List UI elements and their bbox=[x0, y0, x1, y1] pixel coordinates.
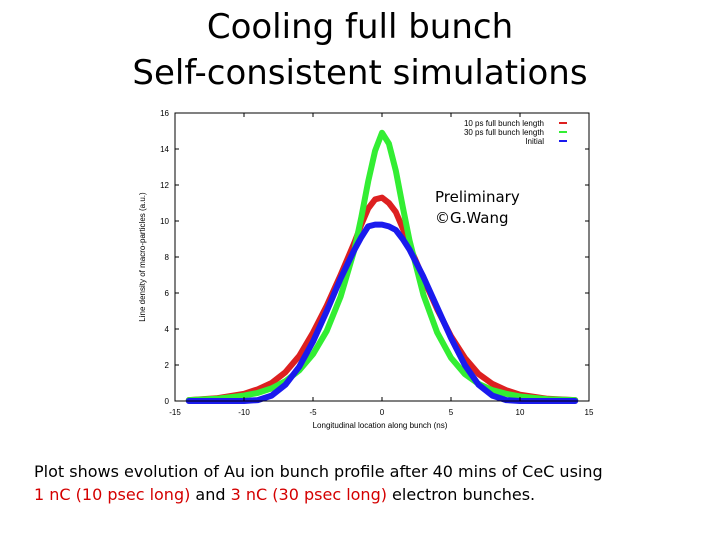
watermark-author: ©G.Wang bbox=[435, 209, 508, 227]
watermark-preliminary: Preliminary bbox=[435, 188, 520, 206]
series-line-3 bbox=[189, 225, 575, 401]
y-tick-label: 10 bbox=[160, 217, 169, 226]
y-axis-label: Line density of macro-particles (a.u.) bbox=[138, 192, 147, 322]
x-axis-label: Longitudinal location along bunch (ns) bbox=[313, 421, 448, 430]
legend-label-2: 30 ps full bunch length bbox=[464, 128, 544, 137]
y-tick-label: 8 bbox=[165, 253, 170, 262]
caption-line-1: Plot shows evolution of Au ion bunch pro… bbox=[34, 460, 694, 483]
x-tick-label: -15 bbox=[169, 408, 181, 417]
x-tick-label: 15 bbox=[585, 408, 594, 417]
y-tick-label: 6 bbox=[165, 289, 170, 298]
caption-10ps-text: 1 nC (10 psec long) bbox=[34, 485, 190, 504]
caption-30ps-text: 3 nC (30 psec long) bbox=[231, 485, 387, 504]
legend-label-3: Initial bbox=[525, 137, 544, 146]
series-line-2 bbox=[189, 133, 575, 400]
x-tick-label: 0 bbox=[380, 408, 385, 417]
legend-label-1: 10 ps full bunch length bbox=[464, 119, 544, 128]
series-line-1 bbox=[189, 198, 575, 401]
x-tick-label: 5 bbox=[449, 408, 454, 417]
y-tick-label: 4 bbox=[165, 325, 170, 334]
y-tick-label: 2 bbox=[165, 361, 170, 370]
y-tick-label: 14 bbox=[160, 145, 169, 154]
caption-line-2: 1 nC (10 psec long) and 3 nC (30 psec lo… bbox=[34, 483, 694, 506]
plot-frame bbox=[175, 113, 589, 401]
caption-and-text: and bbox=[190, 485, 230, 504]
x-tick-label: -5 bbox=[309, 408, 317, 417]
x-tick-label: 10 bbox=[516, 408, 525, 417]
y-tick-label: 0 bbox=[165, 397, 170, 406]
y-tick-label: 12 bbox=[160, 181, 169, 190]
y-tick-label: 16 bbox=[160, 109, 169, 118]
caption: Plot shows evolution of Au ion bunch pro… bbox=[34, 460, 694, 506]
series-layer bbox=[189, 133, 575, 401]
caption-end-text: electron bunches. bbox=[387, 485, 535, 504]
x-tick-label: -10 bbox=[238, 408, 250, 417]
